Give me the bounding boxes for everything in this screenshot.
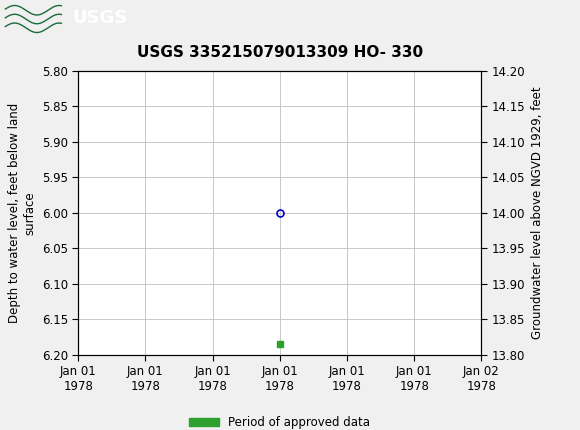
Legend: Period of approved data: Period of approved data [184, 412, 375, 430]
Y-axis label: Depth to water level, feet below land
surface: Depth to water level, feet below land su… [8, 103, 36, 323]
Text: USGS: USGS [72, 9, 128, 27]
Y-axis label: Groundwater level above NGVD 1929, feet: Groundwater level above NGVD 1929, feet [531, 86, 544, 339]
Title: USGS 335215079013309 HO- 330: USGS 335215079013309 HO- 330 [137, 45, 423, 60]
